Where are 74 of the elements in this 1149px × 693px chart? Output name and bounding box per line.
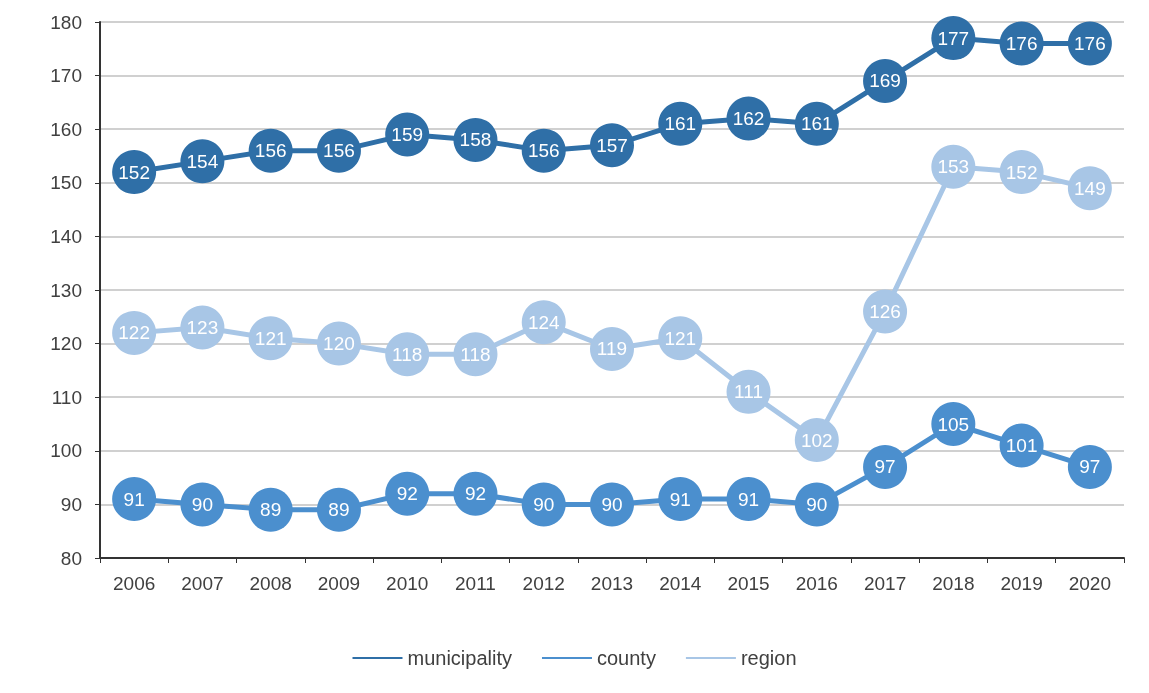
- data-label: 120: [323, 333, 355, 355]
- data-label: 157: [596, 134, 628, 156]
- data-label: 121: [664, 327, 697, 349]
- y-tick-label: 80: [60, 547, 82, 569]
- y-tick-label: 100: [50, 440, 82, 462]
- y-tick-label: 170: [50, 65, 82, 87]
- data-label: 162: [732, 107, 765, 129]
- y-tick-label: 90: [60, 493, 82, 515]
- y-tick-label: 110: [51, 386, 82, 408]
- data-label: 159: [391, 124, 424, 146]
- y-tick-label: 150: [50, 172, 82, 194]
- legend-label: region: [740, 647, 797, 669]
- x-tick-label: 2013: [590, 573, 634, 594]
- data-label: 123: [186, 317, 219, 339]
- data-label: 122: [118, 322, 150, 344]
- data-label: 169: [869, 70, 901, 92]
- data-label: 97: [874, 456, 896, 478]
- data-label: 156: [323, 140, 355, 162]
- data-label: 105: [937, 413, 970, 435]
- legend-label: county: [596, 647, 656, 669]
- x-tick-label: 2018: [932, 573, 975, 594]
- x-tick-label: 2016: [795, 573, 838, 594]
- data-label: 91: [737, 488, 760, 510]
- data-label: 156: [254, 140, 287, 162]
- data-label: 118: [392, 343, 423, 365]
- x-tick-label: 2014: [659, 573, 702, 594]
- data-label: 92: [396, 483, 418, 505]
- x-tick-label: 2015: [727, 573, 770, 594]
- data-label: 118: [460, 343, 491, 365]
- data-label: 102: [800, 429, 833, 451]
- data-label: 91: [669, 488, 691, 510]
- data-label: 152: [118, 161, 150, 183]
- data-label: 153: [937, 156, 970, 178]
- y-tick-label: 180: [50, 11, 82, 33]
- data-label: 97: [1079, 456, 1101, 478]
- x-tick-label: 2007: [181, 573, 224, 594]
- x-tick-label: 2011: [455, 573, 496, 594]
- y-tick-label: 140: [50, 225, 82, 247]
- x-tick-label: 2019: [1000, 573, 1043, 594]
- data-label: 158: [459, 129, 492, 151]
- data-label: 176: [1074, 32, 1106, 54]
- data-label: 156: [527, 140, 560, 162]
- data-label: 119: [596, 338, 628, 360]
- data-label: 89: [328, 499, 350, 521]
- data-label: 176: [1005, 32, 1038, 54]
- x-tick-label: 2006: [112, 573, 156, 594]
- data-label: 152: [1005, 161, 1038, 183]
- data-label: 90: [601, 493, 623, 515]
- y-tick-label: 130: [50, 279, 82, 301]
- data-label: 161: [800, 113, 833, 135]
- data-label: 121: [254, 327, 287, 349]
- x-tick-label: 2009: [317, 573, 361, 594]
- y-tick-label: 160: [50, 118, 82, 140]
- data-label: 126: [869, 300, 901, 322]
- data-label: 91: [123, 488, 145, 510]
- x-tick-label: 2017: [863, 573, 907, 594]
- data-label: 161: [664, 113, 697, 135]
- data-label: 92: [464, 483, 487, 505]
- data-label: 149: [1074, 177, 1106, 199]
- x-tick-label: 2012: [522, 573, 565, 594]
- data-label: 124: [527, 311, 561, 333]
- x-tick-label: 2020: [1068, 573, 1112, 594]
- data-label: 90: [533, 493, 555, 515]
- x-tick-label: 2010: [386, 573, 429, 594]
- data-label: 177: [937, 27, 970, 49]
- data-label: 101: [1005, 434, 1038, 456]
- data-label: 111: [734, 381, 763, 403]
- data-label: 90: [806, 493, 828, 515]
- data-label: 90: [191, 493, 213, 515]
- legend-label: municipality: [407, 647, 512, 669]
- data-label: 154: [186, 150, 219, 172]
- x-tick-label: 2008: [249, 573, 292, 594]
- data-label: 89: [260, 499, 282, 521]
- y-tick-label: 120: [50, 333, 82, 355]
